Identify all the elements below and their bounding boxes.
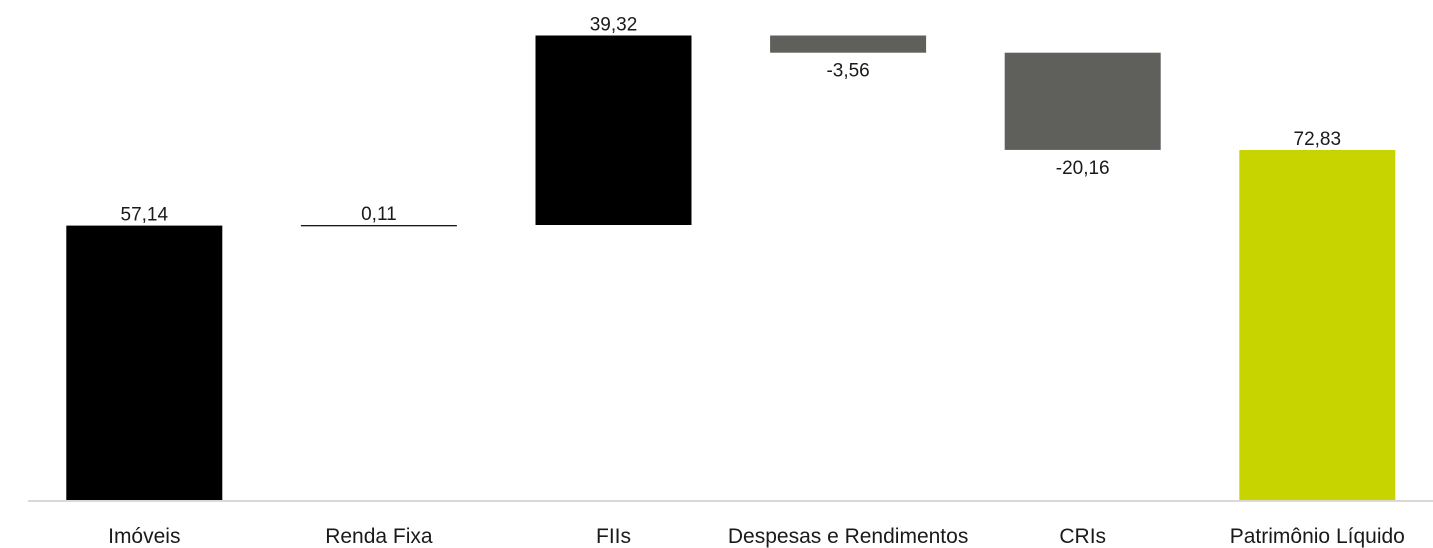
value-label-cris: -20,16 [1056, 158, 1110, 179]
bar-patrimonio-liquido [1239, 150, 1396, 501]
bar-cris [1004, 52, 1161, 150]
category-labels-group: Imóveis Renda Fixa FIIs Despesas e Rendimen… [108, 525, 1405, 548]
bar-renda-fixa [300, 225, 457, 227]
bar-despesas-e-rendimentos [770, 35, 927, 53]
category-label-imoveis: Imóveis [108, 525, 180, 548]
bars-group [66, 35, 1396, 501]
bar-fiis [535, 35, 692, 225]
value-label-imoveis: 57,14 [121, 205, 169, 226]
category-label-fiis: FIIs [596, 525, 631, 548]
value-labels-group: 57,14 0,11 39,32 -3,56 -20,16 72,83 [121, 15, 1342, 226]
bar-imoveis [66, 225, 223, 501]
value-label-patrimonio-liquido: 72,83 [1294, 129, 1342, 150]
category-label-despesas-e-rendimentos: Despesas e Rendimentos [728, 525, 968, 548]
category-label-cris: CRIs [1059, 525, 1106, 548]
value-label-fiis: 39,32 [590, 15, 638, 36]
category-label-patrimonio-liquido: Patrimônio Líquido [1230, 525, 1405, 548]
value-label-renda-fixa: 0,11 [361, 204, 397, 225]
value-label-despesas-e-rendimentos: -3,56 [826, 61, 869, 82]
category-label-renda-fixa: Renda Fixa [325, 525, 433, 548]
